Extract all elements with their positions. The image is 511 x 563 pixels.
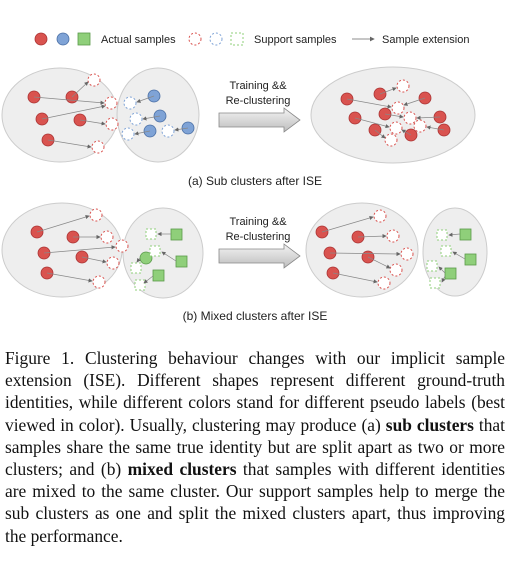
figure-diagram: Actual samples Support samples Sample ex… [1, 32, 488, 323]
training-arrow-a: Training && Re-clustering [218, 80, 301, 133]
panel-a-caption: (a) Sub clusters after ISE [188, 174, 322, 188]
panel-b-caption: (b) Mixed clusters after ISE [183, 309, 328, 323]
cluster-a-right-nodes [121, 89, 195, 141]
caption-part-2: that samples share the same true identit… [5, 414, 505, 480]
legend-support-blue [209, 32, 223, 46]
cluster-a-left-nodes [27, 73, 119, 154]
cluster-a-merged-nodes [340, 79, 451, 147]
arrow-a-line1: Training && [229, 80, 287, 92]
training-arrow-b: Training && Re-clustering [218, 216, 301, 269]
caption-part-3: that samples with different identities a… [5, 459, 505, 546]
legend-green-square [77, 32, 91, 46]
cluster-b-left-nodes [30, 208, 129, 289]
legend-support-red [188, 32, 202, 46]
cluster-b-green-nodes [426, 228, 477, 289]
legend-extension-label: Sample extension [382, 34, 469, 46]
legend: Actual samples Support samples Sample ex… [34, 32, 469, 46]
legend-red-circle [34, 32, 48, 46]
caption-bold-mixed-clusters: mixed clusters [127, 459, 237, 480]
legend-support-label: Support samples [254, 34, 337, 46]
caption-part-1: Figure 1. Clustering behaviour changes w… [5, 348, 505, 435]
arrow-b-line2: Re-clustering [226, 231, 291, 243]
legend-blue-circle [56, 32, 70, 46]
cluster-b-red-nodes [315, 209, 414, 290]
panel-b: Training && Re-clustering [1, 202, 488, 323]
caption-bold-sub-clusters: sub clusters [385, 414, 474, 435]
cluster-b-right-nodes [130, 228, 188, 291]
legend-support-green [230, 32, 244, 46]
arrow-a-line2: Re-clustering [226, 95, 291, 107]
legend-actual-label: Actual samples [101, 34, 176, 46]
arrow-b-line1: Training && [229, 216, 287, 228]
panel-a: Training && Re-clustering [1, 66, 476, 188]
figure-caption: Figure 1. Clustering behaviour changes w… [5, 347, 505, 547]
cluster-b-red [305, 202, 419, 298]
